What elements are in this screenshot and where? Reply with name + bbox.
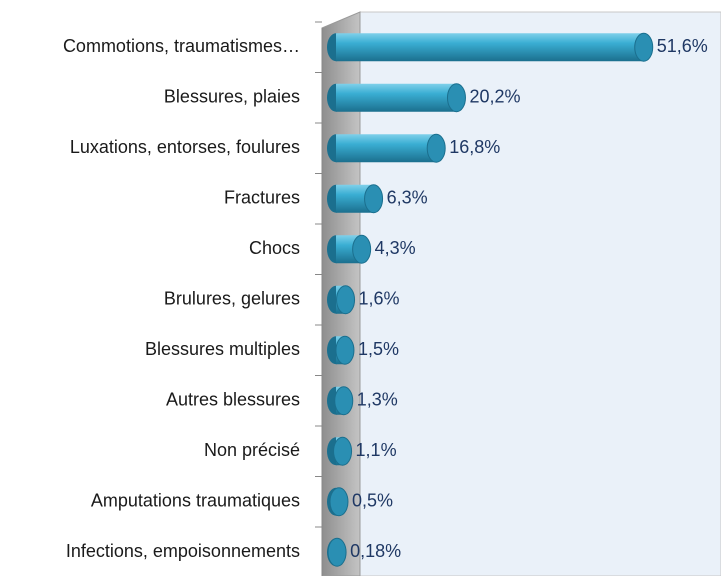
value-label: 1,6%: [359, 289, 400, 309]
value-label: 51,6%: [657, 36, 708, 56]
bar-cap: [426, 133, 446, 163]
bar-cap: [327, 537, 347, 567]
value-label: 4,3%: [375, 238, 416, 258]
bar-cap: [364, 184, 384, 214]
bar: [336, 33, 644, 62]
y-tick-label: Infections, empoisonnements: [66, 541, 300, 561]
value-label: 1,3%: [357, 390, 398, 410]
y-tick-label: Blessures, plaies: [164, 87, 300, 107]
value-label: 0,5%: [352, 491, 393, 511]
bar-cap: [336, 285, 356, 315]
y-tick-label: Commotions, traumatismes…: [63, 36, 300, 56]
y-tick-label: Autres blessures: [166, 390, 300, 410]
value-label: 1,5%: [358, 339, 399, 359]
bar-cap: [634, 32, 654, 62]
bar-cap: [333, 436, 353, 466]
bar: [336, 134, 437, 163]
value-label: 6,3%: [387, 188, 428, 208]
y-tick-label: Chocs: [249, 238, 300, 258]
bar-cap: [352, 234, 372, 264]
value-label: 20,2%: [469, 87, 520, 107]
bar-cap: [446, 83, 466, 113]
bar: [336, 83, 457, 112]
y-tick-label: Luxations, entorses, foulures: [70, 137, 300, 157]
bar-cap: [335, 335, 355, 365]
y-tick-label: Fractures: [224, 188, 300, 208]
value-label: 0,18%: [350, 541, 401, 561]
y-tick-label: Amputations traumatiques: [91, 491, 300, 511]
bar-cap: [334, 386, 354, 416]
value-label: 16,8%: [449, 137, 500, 157]
y-tick-label: Brulures, gelures: [164, 289, 300, 309]
bar-cap: [329, 487, 349, 517]
value-label: 1,1%: [356, 440, 397, 460]
y-tick-label: Blessures multiples: [145, 339, 300, 359]
y-tick-label: Non précisé: [204, 440, 300, 460]
